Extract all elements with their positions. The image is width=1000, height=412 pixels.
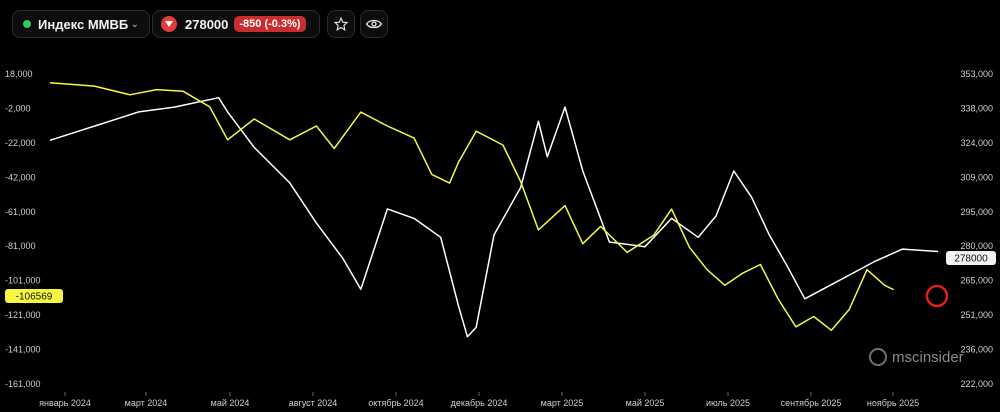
- series-layer: [49, 81, 939, 338]
- yellow-value-label: -106569: [5, 289, 63, 303]
- chart-canvas: 18,000 -2,000 -22,000 -42,000 -61,000 -81,000…: [5, 69, 996, 408]
- white-value-badge: [946, 251, 996, 265]
- x-tick-label: март 2024: [125, 398, 168, 408]
- highlight-circle: [925, 284, 949, 308]
- down-arrow-icon: [161, 16, 177, 32]
- white-series-line: [49, 96, 939, 338]
- right-tick-label: 295,000: [960, 207, 993, 217]
- right-tick-label: 236,000: [960, 345, 993, 355]
- favorite-button[interactable]: [327, 10, 355, 38]
- left-tick-label: 18,000: [5, 69, 33, 79]
- watermark-text: mscinsider: [892, 349, 964, 366]
- right-axis: 353,000 338,000 324,000 309,000 295,000 280,0…: [960, 69, 993, 389]
- x-tick-label: октябрь 2024: [368, 398, 423, 408]
- left-tick-label: -121,000: [5, 310, 41, 320]
- star-icon: [334, 17, 348, 31]
- x-axis: январь 2024 март 2024 май 2024 август 2024 о…: [39, 392, 919, 408]
- left-tick-label: -101,000: [5, 276, 41, 286]
- index-selector[interactable]: Индекс ММВБ ⌄: [12, 10, 150, 38]
- chart-toolbar: Индекс ММВБ ⌄ 278000 -850 (-0.3%): [0, 0, 1000, 44]
- left-axis: 18,000 -2,000 -22,000 -42,000 -61,000 -81,000…: [5, 69, 41, 389]
- white-last-value: 278000: [954, 254, 988, 265]
- x-tick-label: август 2024: [289, 398, 338, 408]
- right-tick-label: 309,000: [960, 172, 993, 182]
- x-tick-label: май 2024: [211, 398, 250, 408]
- price-change-badge: -850 (-0.3%): [234, 16, 306, 32]
- yellow-last-value: -106569: [16, 292, 53, 303]
- left-tick-label: -22,000: [5, 138, 36, 148]
- x-tick-label: декабрь 2024: [451, 398, 508, 408]
- right-tick-label: 338,000: [960, 103, 993, 113]
- chevron-down-icon: ⌄: [130, 18, 139, 30]
- left-tick-label: -161,000: [5, 379, 41, 389]
- right-tick-label: 265,000: [960, 276, 993, 286]
- left-tick-label: -141,000: [5, 345, 41, 355]
- left-tick-label: -81,000: [5, 241, 36, 251]
- eye-icon: [366, 19, 382, 29]
- watermark-logo-icon: [869, 348, 887, 366]
- current-price: 278000: [185, 16, 229, 32]
- yellow-value-badge: [5, 289, 63, 303]
- right-tick-label: 324,000: [960, 138, 993, 148]
- x-tick-label: ноябрь 2025: [867, 398, 919, 408]
- index-name: Индекс ММВБ: [38, 16, 129, 32]
- right-tick-label: 222,000: [960, 379, 993, 389]
- yellow-series-line: [49, 81, 894, 332]
- x-tick-label: сентябрь 2025: [781, 398, 842, 408]
- white-value-label: 278000: [946, 251, 996, 265]
- left-tick-label: -42,000: [5, 172, 36, 182]
- right-tick-label: 280,000: [960, 241, 993, 251]
- x-tick-label: январь 2024: [39, 398, 91, 408]
- x-tick-label: июль 2025: [706, 398, 750, 408]
- right-tick-label: 251,000: [960, 310, 993, 320]
- watermark: mscinsider: [869, 348, 964, 366]
- left-tick-label: -2,000: [5, 103, 31, 113]
- right-tick-label: 353,000: [960, 69, 993, 79]
- visibility-button[interactable]: [360, 10, 388, 38]
- price-display: 278000 -850 (-0.3%): [152, 10, 320, 38]
- left-tick-label: -61,000: [5, 207, 36, 217]
- x-tick-label: май 2025: [626, 398, 665, 408]
- status-dot-icon: [23, 20, 31, 28]
- x-tick-label: март 2025: [541, 398, 584, 408]
